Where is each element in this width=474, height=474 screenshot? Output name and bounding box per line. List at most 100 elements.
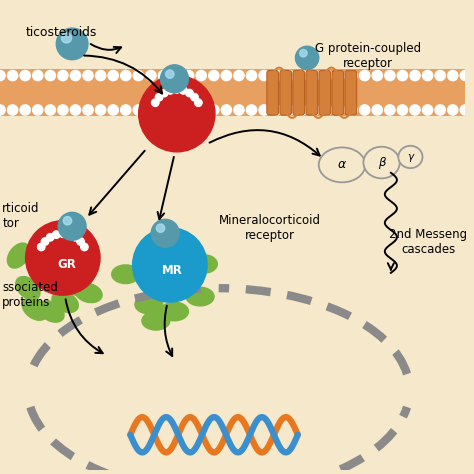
Circle shape <box>183 71 194 81</box>
Ellipse shape <box>319 147 365 182</box>
Circle shape <box>397 71 408 81</box>
Circle shape <box>139 75 215 152</box>
Text: β: β <box>378 156 385 169</box>
Circle shape <box>347 71 357 81</box>
Circle shape <box>58 71 68 81</box>
FancyBboxPatch shape <box>319 71 330 115</box>
Circle shape <box>95 105 106 115</box>
Circle shape <box>196 105 206 115</box>
Circle shape <box>335 105 345 115</box>
Circle shape <box>284 105 294 115</box>
Circle shape <box>146 71 156 81</box>
Circle shape <box>0 71 5 81</box>
Text: γ: γ <box>407 152 413 162</box>
Circle shape <box>186 89 193 97</box>
Circle shape <box>259 105 269 115</box>
Ellipse shape <box>398 146 422 168</box>
Circle shape <box>77 238 84 245</box>
Circle shape <box>385 71 395 81</box>
Circle shape <box>81 243 88 251</box>
Circle shape <box>108 105 118 115</box>
Circle shape <box>152 99 159 107</box>
Circle shape <box>397 105 408 115</box>
Circle shape <box>133 71 144 81</box>
Circle shape <box>53 231 60 238</box>
FancyBboxPatch shape <box>280 71 292 115</box>
Circle shape <box>146 105 156 115</box>
Text: ssociated
proteins: ssociated proteins <box>2 281 58 309</box>
Circle shape <box>151 219 179 247</box>
Text: Mineralocorticoid
receptor: Mineralocorticoid receptor <box>219 214 321 242</box>
Circle shape <box>121 71 131 81</box>
Circle shape <box>310 105 319 115</box>
Ellipse shape <box>22 298 47 320</box>
Circle shape <box>70 105 81 115</box>
Circle shape <box>385 105 395 115</box>
FancyBboxPatch shape <box>293 71 305 115</box>
Circle shape <box>295 46 319 70</box>
Circle shape <box>165 70 174 78</box>
Circle shape <box>64 217 72 225</box>
Circle shape <box>180 87 187 94</box>
Ellipse shape <box>8 243 30 268</box>
Ellipse shape <box>52 292 78 312</box>
Text: MR: MR <box>162 264 182 277</box>
Circle shape <box>300 49 307 57</box>
Circle shape <box>59 230 66 237</box>
Circle shape <box>422 71 433 81</box>
FancyBboxPatch shape <box>306 71 318 115</box>
Circle shape <box>121 105 131 115</box>
Circle shape <box>246 71 256 81</box>
Circle shape <box>33 105 43 115</box>
FancyBboxPatch shape <box>345 71 356 115</box>
Circle shape <box>161 89 168 97</box>
Circle shape <box>173 86 181 93</box>
Circle shape <box>322 105 332 115</box>
Circle shape <box>171 71 181 81</box>
Circle shape <box>347 105 357 115</box>
Circle shape <box>272 71 282 81</box>
Ellipse shape <box>161 302 189 321</box>
Circle shape <box>56 28 88 60</box>
Circle shape <box>95 71 106 81</box>
Circle shape <box>133 228 207 302</box>
Circle shape <box>360 71 370 81</box>
Circle shape <box>196 71 206 81</box>
Circle shape <box>108 71 118 81</box>
Ellipse shape <box>38 301 64 322</box>
Circle shape <box>156 224 165 232</box>
FancyBboxPatch shape <box>267 71 279 115</box>
Ellipse shape <box>63 276 91 296</box>
FancyBboxPatch shape <box>332 71 344 115</box>
Circle shape <box>221 105 231 115</box>
Circle shape <box>195 99 202 107</box>
Text: ticosteroids: ticosteroids <box>26 26 97 39</box>
Circle shape <box>410 105 420 115</box>
Bar <box>0 70 465 116</box>
Circle shape <box>259 71 269 81</box>
Circle shape <box>8 105 18 115</box>
Ellipse shape <box>364 147 400 178</box>
Ellipse shape <box>190 255 217 273</box>
Circle shape <box>322 71 332 81</box>
Circle shape <box>41 238 49 245</box>
Circle shape <box>155 93 163 101</box>
Ellipse shape <box>135 295 163 314</box>
Circle shape <box>209 105 219 115</box>
Circle shape <box>221 71 231 81</box>
Circle shape <box>83 105 93 115</box>
Circle shape <box>72 234 79 241</box>
Circle shape <box>335 71 345 81</box>
Circle shape <box>310 71 319 81</box>
Circle shape <box>297 71 307 81</box>
Circle shape <box>45 105 55 115</box>
Circle shape <box>83 71 93 81</box>
Circle shape <box>435 105 445 115</box>
Circle shape <box>191 93 198 101</box>
Circle shape <box>171 105 181 115</box>
Circle shape <box>422 105 433 115</box>
Text: 2nd Messeng
cascades: 2nd Messeng cascades <box>389 228 467 255</box>
Circle shape <box>372 105 383 115</box>
Circle shape <box>37 243 45 251</box>
Ellipse shape <box>186 287 214 306</box>
